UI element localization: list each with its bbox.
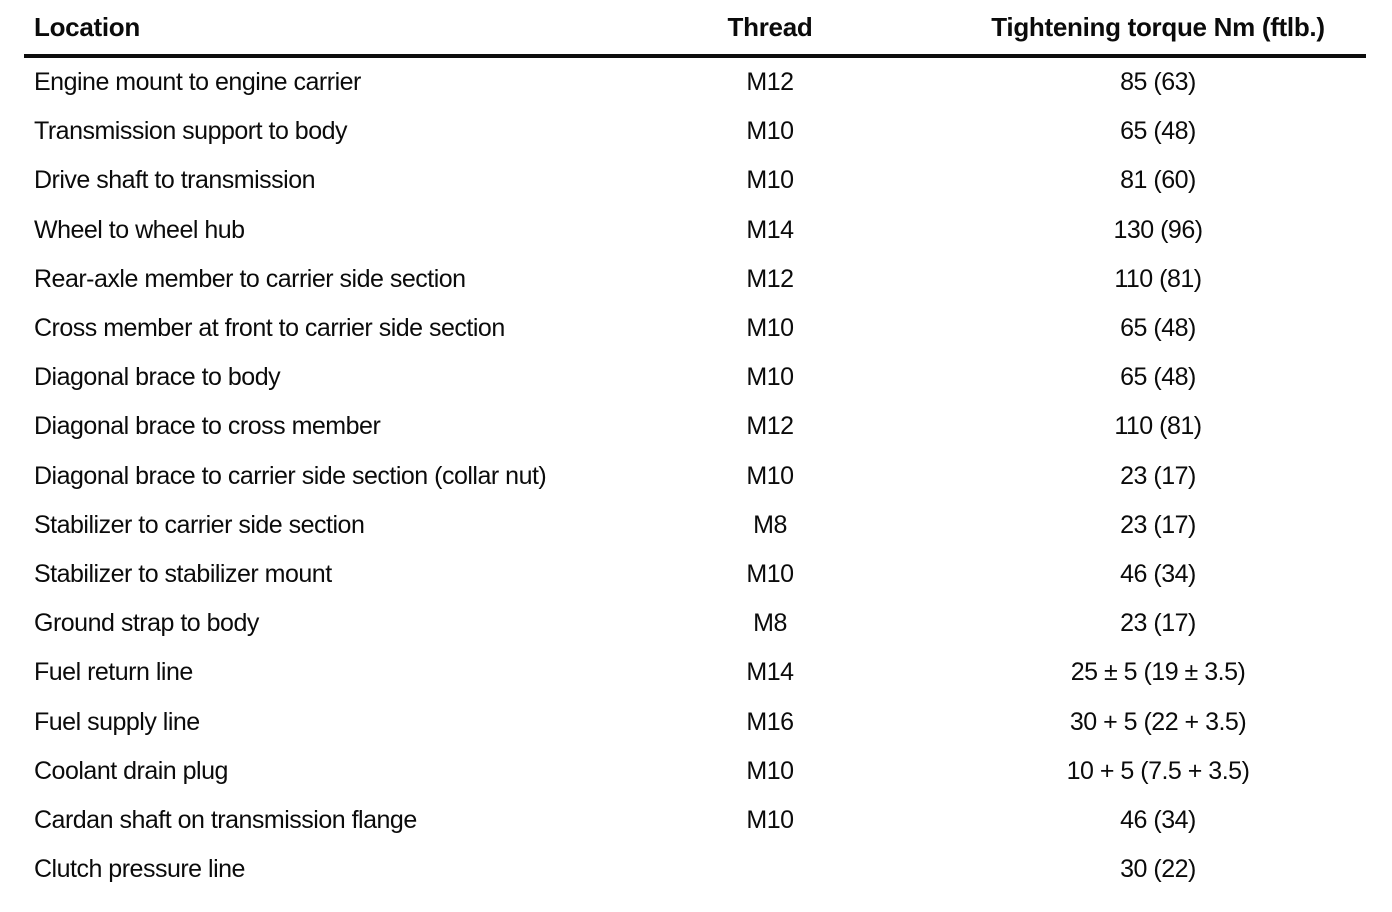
torque-cell: 46 (34) [1120,805,1196,834]
location-cell: Fuel supply line [34,707,200,736]
column-header-torque: Tightening torque Nm (ftlb.) [991,11,1325,42]
location-cell: Diagonal brace to carrier side section (… [34,461,547,490]
torque-cell: 30 (22) [1120,855,1196,884]
location-cell: Ground strap to body [34,609,259,638]
location-cell: Engine mount to engine carrier [34,68,361,97]
location-cell: Wheel to wheel hub [34,215,245,244]
table-row: Stabilizer to carrier side section M8 23… [24,501,1366,550]
location-cell: Fuel return line [34,658,193,687]
location-cell: Drive shaft to transmission [34,166,316,195]
torque-cell: 30 + 5 (22 + 3.5) [1069,707,1247,736]
torque-cell: 23 (17) [1120,461,1196,490]
location-cell: Stabilizer to stabilizer mount [34,559,332,588]
torque-cell: 46 (34) [1120,559,1196,588]
location-cell: Diagonal brace to body [34,363,281,392]
table-row: Stabilizer to stabilizer mount M10 46 (3… [24,550,1366,599]
torque-cell: 25 ± 5 (19 ± 3.5) [1070,658,1246,687]
location-cell: Diagonal brace to cross member [34,412,381,441]
torque-cell: 23 (17) [1120,609,1196,638]
table-row: Cardan shaft on transmission flange M10 … [24,796,1366,845]
thread-cell: M14 [746,658,794,687]
thread-cell: M12 [746,68,794,97]
table-row: Clutch pressure line 30 (22) [24,845,1366,894]
thread-cell: M16 [746,707,794,736]
torque-cell: 23 (17) [1120,510,1196,539]
location-cell: Cardan shaft on transmission flange [34,805,417,834]
location-cell: Transmission support to body [34,117,348,146]
torque-cell: 130 (96) [1113,215,1203,244]
thread-cell: M10 [746,363,794,392]
table-body: Engine mount to engine carrier M12 85 (6… [24,58,1366,894]
location-cell: Cross member at front to carrier side se… [34,314,505,343]
table-row: Fuel return line M14 25 ± 5 (19 ± 3.5) [24,648,1366,697]
thread-cell: M10 [746,461,794,490]
location-cell: Coolant drain plug [34,756,228,785]
thread-cell: M10 [746,166,794,195]
torque-cell: 85 (63) [1120,68,1196,97]
thread-cell: M14 [746,215,794,244]
thread-cell: M10 [746,756,794,785]
torque-cell: 65 (48) [1120,363,1196,392]
location-cell: Rear-axle member to carrier side section [34,264,466,293]
torque-cell: 65 (48) [1120,117,1196,146]
location-cell: Stabilizer to carrier side section [34,510,365,539]
table-header-row: Location Thread Tightening torque Nm (ft… [24,0,1366,58]
table-row: Engine mount to engine carrier M12 85 (6… [24,58,1366,107]
torque-cell: 81 (60) [1120,166,1196,195]
torque-cell: 110 (81) [1114,412,1202,441]
torque-cell: 110 (81) [1114,264,1202,293]
thread-cell: M8 [753,510,787,539]
column-header-thread: Thread [727,11,813,42]
torque-spec-table: Location Thread Tightening torque Nm (ft… [24,0,1366,894]
thread-cell: M10 [746,117,794,146]
thread-cell: M10 [746,314,794,343]
torque-cell: 65 (48) [1120,314,1196,343]
table-row: Diagonal brace to body M10 65 (48) [24,353,1366,402]
table-row: Fuel supply line M16 30 + 5 (22 + 3.5) [24,697,1366,746]
torque-cell: 10 + 5 (7.5 + 3.5) [1066,756,1250,785]
table-row: Transmission support to body M10 65 (48) [24,107,1366,156]
table-row: Wheel to wheel hub M14 130 (96) [24,206,1366,255]
table-row: Cross member at front to carrier side se… [24,304,1366,353]
table-row: Ground strap to body M8 23 (17) [24,599,1366,648]
table-row: Diagonal brace to carrier side section (… [24,452,1366,501]
thread-cell: M12 [746,264,794,293]
table-row: Rear-axle member to carrier side section… [24,255,1366,304]
thread-cell: M10 [746,559,794,588]
table-row: Drive shaft to transmission M10 81 (60) [24,156,1366,205]
column-header-location: Location [34,11,140,42]
thread-cell: M8 [753,609,787,638]
table-row: Coolant drain plug M10 10 + 5 (7.5 + 3.5… [24,747,1366,796]
thread-cell: M12 [746,412,794,441]
thread-cell: M10 [746,805,794,834]
table-row: Diagonal brace to cross member M12 110 (… [24,402,1366,451]
location-cell: Clutch pressure line [34,855,245,884]
